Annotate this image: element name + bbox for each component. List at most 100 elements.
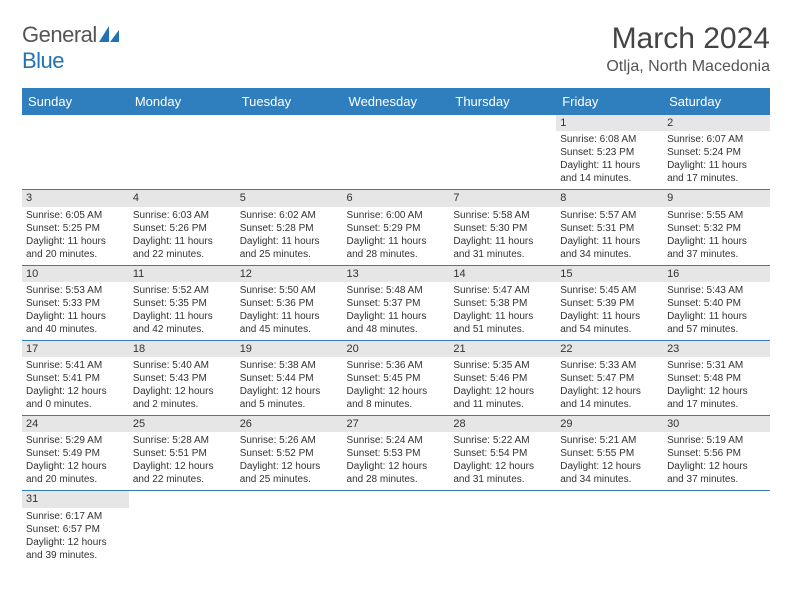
sunset-text: Sunset: 5:25 PM xyxy=(26,222,125,235)
calendar-day-cell: 10Sunrise: 5:53 AMSunset: 5:33 PMDayligh… xyxy=(22,265,129,340)
calendar-day-cell: 18Sunrise: 5:40 AMSunset: 5:43 PMDayligh… xyxy=(129,340,236,415)
daylight-text: Daylight: 12 hours and 5 minutes. xyxy=(240,385,339,411)
col-sunday: Sunday xyxy=(22,88,129,115)
sunset-text: Sunset: 5:41 PM xyxy=(26,372,125,385)
calendar-day-cell: 23 Sunrise: 5:31 AMSunset: 5:48 PMDayligh… xyxy=(663,340,770,415)
day-number: 8 xyxy=(556,190,663,206)
title-block: March 2024 Otlja, North Macedonia xyxy=(606,22,770,76)
daylight-text: Daylight: 12 hours and 39 minutes. xyxy=(26,536,125,562)
calendar-day-cell xyxy=(22,115,129,190)
sunrise-text: Sunrise: 6:07 AM xyxy=(667,133,766,146)
sunset-text: Sunset: 5:53 PM xyxy=(347,447,446,460)
day-number: 11 xyxy=(129,266,236,282)
daylight-text: Daylight: 12 hours and 25 minutes. xyxy=(240,460,339,486)
day-number: 21 xyxy=(449,341,556,357)
sunset-text: Sunset: 5:29 PM xyxy=(347,222,446,235)
sunrise-text: Sunrise: 5:43 AM xyxy=(667,284,766,297)
sunrise-text: Sunrise: 5:35 AM xyxy=(453,359,552,372)
day-number: 29 xyxy=(556,416,663,432)
sunrise-text: Sunrise: 5:45 AM xyxy=(560,284,659,297)
day-number: 19 xyxy=(236,341,343,357)
sunset-text: Sunset: 5:23 PM xyxy=(560,146,659,159)
daylight-text: Daylight: 12 hours and 34 minutes. xyxy=(560,460,659,486)
calendar-day-cell: 14Sunrise: 5:47 AMSunset: 5:38 PMDayligh… xyxy=(449,265,556,340)
col-saturday: Saturday xyxy=(663,88,770,115)
sunset-text: Sunset: 5:48 PM xyxy=(667,372,766,385)
day-number: 7 xyxy=(449,190,556,206)
sunrise-text: Sunrise: 5:41 AM xyxy=(26,359,125,372)
calendar-day-cell: 2 Sunrise: 6:07 AMSunset: 5:24 PMDaylight… xyxy=(663,115,770,190)
calendar-day-cell: 4Sunrise: 6:03 AMSunset: 5:26 PMDaylight… xyxy=(129,190,236,265)
sunset-text: Sunset: 5:44 PM xyxy=(240,372,339,385)
sunrise-text: Sunrise: 5:40 AM xyxy=(133,359,232,372)
day-number: 6 xyxy=(343,190,450,206)
day-number: 10 xyxy=(22,266,129,282)
logo: GeneralBlue xyxy=(22,22,119,74)
day-number: 2 xyxy=(663,115,770,131)
calendar-day-cell: 28Sunrise: 5:22 AMSunset: 5:54 PMDayligh… xyxy=(449,416,556,491)
day-number: 20 xyxy=(343,341,450,357)
calendar-day-cell: 20Sunrise: 5:36 AMSunset: 5:45 PMDayligh… xyxy=(343,340,450,415)
sunrise-text: Sunrise: 5:19 AM xyxy=(667,434,766,447)
location-text: Otlja, North Macedonia xyxy=(606,58,770,76)
daylight-text: Daylight: 11 hours and 25 minutes. xyxy=(240,235,339,261)
calendar-day-cell: 1Sunrise: 6:08 AMSunset: 5:23 PMDaylight… xyxy=(556,115,663,190)
sunrise-text: Sunrise: 5:31 AM xyxy=(667,359,766,372)
sunset-text: Sunset: 5:24 PM xyxy=(667,146,766,159)
daylight-text: Daylight: 12 hours and 17 minutes. xyxy=(667,385,766,411)
daylight-text: Daylight: 12 hours and 22 minutes. xyxy=(133,460,232,486)
sunset-text: Sunset: 5:52 PM xyxy=(240,447,339,460)
calendar-header-row: Sunday Monday Tuesday Wednesday Thursday… xyxy=(22,88,770,115)
day-number: 23 xyxy=(663,341,770,357)
day-number: 28 xyxy=(449,416,556,432)
daylight-text: Daylight: 11 hours and 45 minutes. xyxy=(240,310,339,336)
day-number: 30 xyxy=(663,416,770,432)
sunset-text: Sunset: 5:49 PM xyxy=(26,447,125,460)
day-number: 3 xyxy=(22,190,129,206)
calendar-week-row: 24Sunrise: 5:29 AMSunset: 5:49 PMDayligh… xyxy=(22,416,770,491)
daylight-text: Daylight: 12 hours and 14 minutes. xyxy=(560,385,659,411)
sunrise-text: Sunrise: 5:29 AM xyxy=(26,434,125,447)
calendar-day-cell: 6Sunrise: 6:00 AMSunset: 5:29 PMDaylight… xyxy=(343,190,450,265)
sunrise-text: Sunrise: 5:38 AM xyxy=(240,359,339,372)
sunset-text: Sunset: 5:28 PM xyxy=(240,222,339,235)
calendar-day-cell: 24Sunrise: 5:29 AMSunset: 5:49 PMDayligh… xyxy=(22,416,129,491)
calendar-week-row: 3Sunrise: 6:05 AMSunset: 5:25 PMDaylight… xyxy=(22,190,770,265)
col-thursday: Thursday xyxy=(449,88,556,115)
calendar-day-cell: 5 Sunrise: 6:02 AMSunset: 5:28 PMDaylight… xyxy=(236,190,343,265)
calendar-day-cell: 21Sunrise: 5:35 AMSunset: 5:46 PMDayligh… xyxy=(449,340,556,415)
daylight-text: Daylight: 11 hours and 31 minutes. xyxy=(453,235,552,261)
daylight-text: Daylight: 11 hours and 34 minutes. xyxy=(560,235,659,261)
daylight-text: Daylight: 11 hours and 57 minutes. xyxy=(667,310,766,336)
day-number: 16 xyxy=(663,266,770,282)
day-number: 5 xyxy=(236,190,343,206)
daylight-text: Daylight: 11 hours and 20 minutes. xyxy=(26,235,125,261)
sunrise-text: Sunrise: 6:02 AM xyxy=(240,209,339,222)
day-number: 13 xyxy=(343,266,450,282)
sunrise-text: Sunrise: 5:22 AM xyxy=(453,434,552,447)
sunset-text: Sunset: 5:32 PM xyxy=(667,222,766,235)
sunrise-text: Sunrise: 5:21 AM xyxy=(560,434,659,447)
sunset-text: Sunset: 5:54 PM xyxy=(453,447,552,460)
calendar-day-cell xyxy=(449,491,556,566)
logo-text-1: General xyxy=(22,22,97,47)
calendar-day-cell: 17 Sunrise: 5:41 AMSunset: 5:41 PMDayligh… xyxy=(22,340,129,415)
calendar-day-cell: 31Sunrise: 6:17 AMSunset: 6:57 PMDayligh… xyxy=(22,491,129,566)
calendar-day-cell: 29Sunrise: 5:21 AMSunset: 5:55 PMDayligh… xyxy=(556,416,663,491)
calendar-day-cell: 13Sunrise: 5:48 AMSunset: 5:37 PMDayligh… xyxy=(343,265,450,340)
day-number: 9 xyxy=(663,190,770,206)
calendar-day-cell: 16Sunrise: 5:43 AMSunset: 5:40 PMDayligh… xyxy=(663,265,770,340)
calendar-day-cell: 7Sunrise: 5:58 AMSunset: 5:30 PMDaylight… xyxy=(449,190,556,265)
calendar-table: Sunday Monday Tuesday Wednesday Thursday… xyxy=(22,88,770,566)
calendar-day-cell: 3Sunrise: 6:05 AMSunset: 5:25 PMDaylight… xyxy=(22,190,129,265)
daylight-text: Daylight: 12 hours and 0 minutes. xyxy=(26,385,125,411)
calendar-day-cell xyxy=(343,115,450,190)
col-friday: Friday xyxy=(556,88,663,115)
daylight-text: Daylight: 11 hours and 54 minutes. xyxy=(560,310,659,336)
daylight-text: Daylight: 11 hours and 17 minutes. xyxy=(667,159,766,185)
day-number: 12 xyxy=(236,266,343,282)
day-number: 17 xyxy=(22,341,129,357)
sunrise-text: Sunrise: 5:28 AM xyxy=(133,434,232,447)
sail-icon xyxy=(99,22,119,48)
sunset-text: Sunset: 5:33 PM xyxy=(26,297,125,310)
